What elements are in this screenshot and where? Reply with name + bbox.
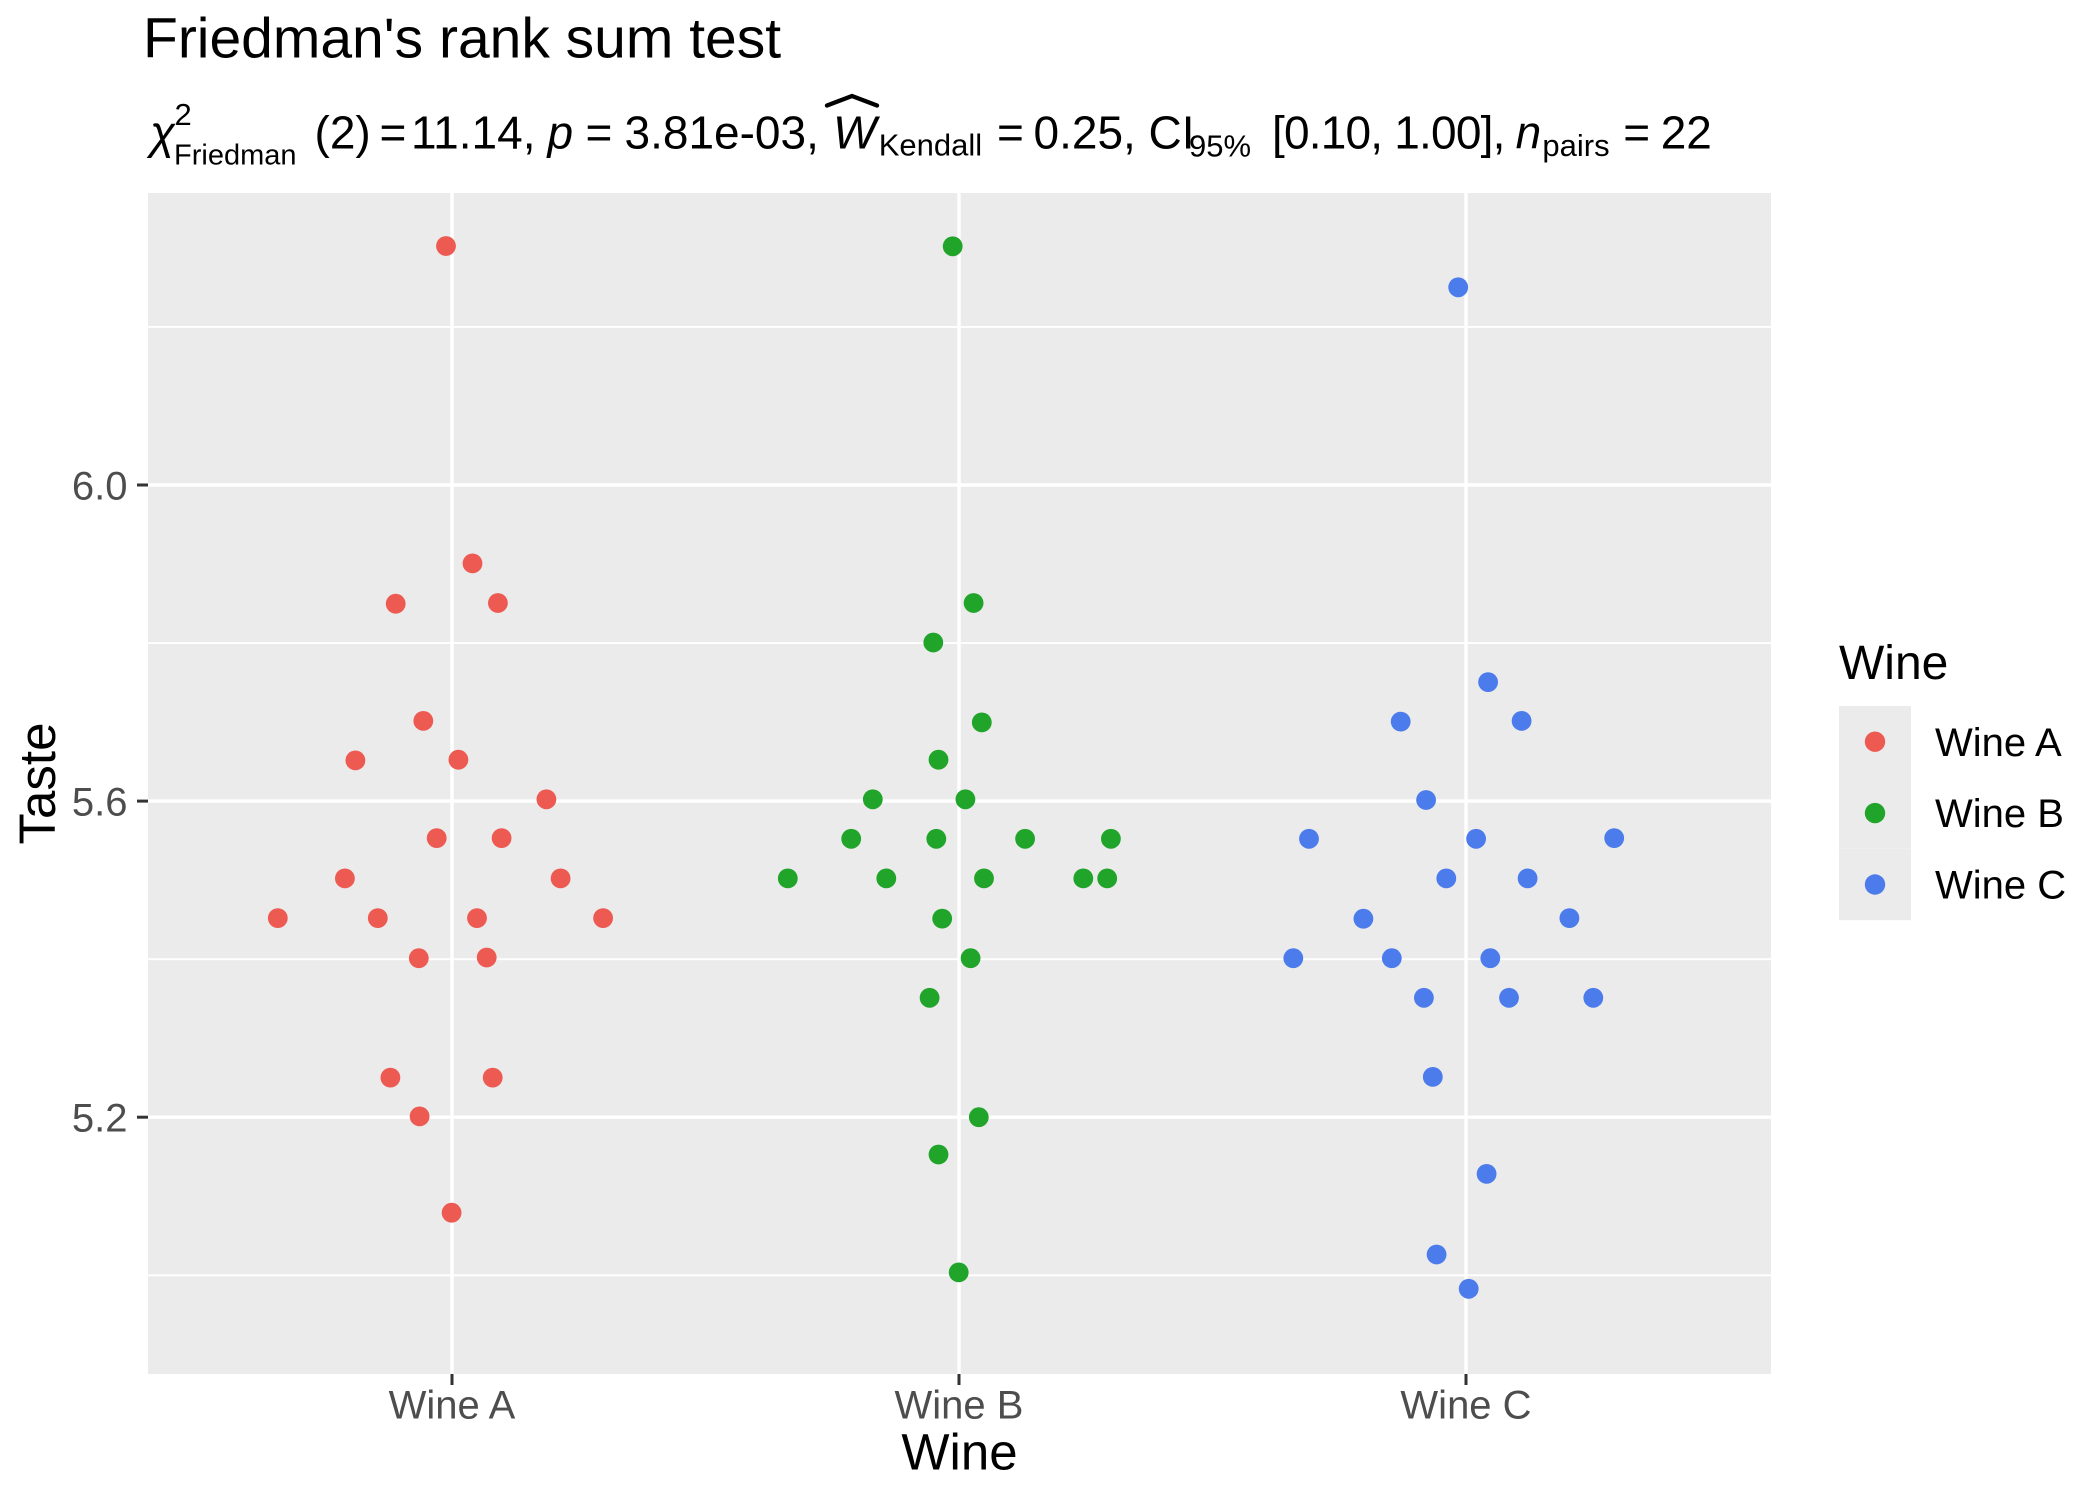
svg-text:n: n [1516, 107, 1542, 159]
svg-text:5.2: 5.2 [72, 1097, 128, 1141]
svg-text:Friedman's rank sum test: Friedman's rank sum test [143, 7, 781, 71]
svg-text:Wine C: Wine C [1935, 864, 2066, 908]
svg-text:χ: χ [146, 107, 176, 159]
svg-text:Wine A: Wine A [1935, 721, 2062, 765]
svg-text:Taste: Taste [9, 723, 66, 845]
svg-text:22: 22 [1661, 107, 1712, 159]
svg-text:2: 2 [175, 97, 192, 132]
svg-text:Kendall: Kendall [879, 128, 982, 163]
svg-text:pairs: pairs [1542, 128, 1609, 163]
svg-text:Wine: Wine [1839, 637, 1948, 690]
svg-text:Wine B: Wine B [895, 1384, 1024, 1428]
svg-text:p: p [546, 107, 574, 159]
svg-text:Wine B: Wine B [1935, 792, 2064, 836]
svg-text:Wine C: Wine C [1400, 1384, 1531, 1428]
svg-text:W: W [833, 107, 881, 159]
svg-text:6.0: 6.0 [72, 464, 128, 508]
svg-text:11.14,: 11.14, [411, 107, 535, 159]
svg-text:[0.10, 1.00],: [0.10, 1.00], [1272, 107, 1505, 159]
svg-text:=: = [380, 107, 407, 159]
svg-text:CI: CI [1149, 107, 1195, 159]
svg-text:=: = [1623, 107, 1650, 159]
svg-text:Wine: Wine [901, 1424, 1017, 1481]
svg-text:Wine A: Wine A [389, 1384, 516, 1428]
svg-text:5.6: 5.6 [72, 781, 128, 825]
svg-text:=: = [586, 107, 613, 159]
svg-text:Friedman: Friedman [174, 140, 297, 172]
svg-text:95%: 95% [1189, 129, 1251, 164]
svg-text:(2): (2) [315, 107, 371, 159]
svg-text:0.25,: 0.25, [1034, 107, 1136, 159]
svg-text:3.81e-03,: 3.81e-03, [625, 107, 819, 159]
svg-text:=: = [997, 107, 1024, 159]
